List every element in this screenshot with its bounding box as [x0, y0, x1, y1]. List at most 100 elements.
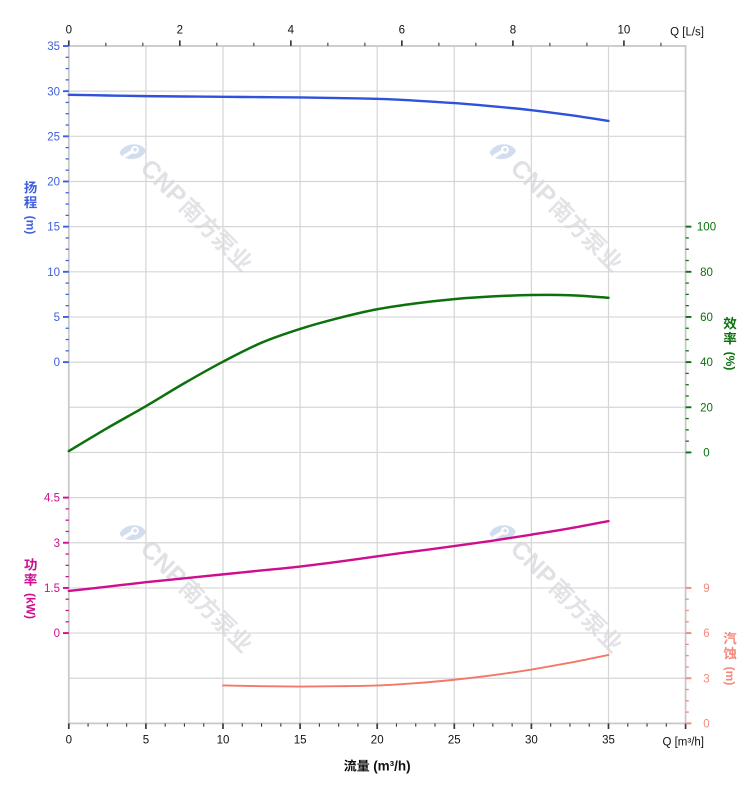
- cnp-logo-swirl: [503, 528, 507, 533]
- x-axis-tick-label: 8: [510, 25, 516, 37]
- npsh-axis-title: (m): [723, 631, 737, 686]
- efficiency-axis: 100 80 60 40 20 0 (%): [685, 222, 737, 460]
- watermark-brand-cn: [226, 248, 252, 274]
- head-axis-title-cn: [24, 195, 37, 209]
- watermark-brand-cn: [596, 629, 622, 655]
- cnp-logo-icon: [489, 525, 516, 541]
- head-tick-label: 5: [54, 312, 60, 324]
- head-tick-label: 10: [47, 267, 60, 279]
- power-axis-title: (kW): [24, 558, 38, 619]
- x-axis-tick-label: 10: [217, 735, 230, 747]
- watermark-brand-cn: [177, 196, 206, 224]
- x-axis-tick-label: 20: [371, 735, 384, 747]
- efficiency-curve: [67, 293, 610, 453]
- cnp-logo-swirl: [122, 530, 135, 539]
- efficiency-tick-label: 60: [700, 312, 713, 324]
- efficiency-axis-title-cn: [723, 331, 737, 345]
- watermark: CNP: [489, 144, 622, 274]
- npsh-tick-label: 9: [703, 583, 709, 595]
- npsh-axis: 9 6 3 0 (m): [685, 583, 737, 731]
- npsh-tick-label: 3: [703, 673, 709, 685]
- gridlines: [68, 46, 686, 724]
- power-axis: 4.5 3 1.5 0 (kW): [24, 493, 69, 640]
- cnp-logo-swirl: [492, 149, 505, 158]
- power-tick-label: 1.5: [44, 583, 60, 595]
- npsh-axis-title-unit: (m): [723, 667, 737, 686]
- efficiency-axis-title: (%): [723, 316, 737, 371]
- x-axis-tick-label: 4: [288, 25, 295, 37]
- x-axis-title-cn: [344, 759, 357, 772]
- npsh-tick-label: 0: [703, 719, 709, 731]
- x-axis-title-cn: [357, 759, 370, 772]
- x-axis-tick-label: 15: [294, 735, 307, 747]
- watermark: CNP: [489, 525, 622, 655]
- x-axis-tick-label: 0: [66, 735, 72, 747]
- head-tick-label: 20: [47, 177, 60, 189]
- power-axis-title-cn: [24, 573, 37, 586]
- efficiency-tick-label: 40: [700, 357, 713, 369]
- watermark-brand-cn: [226, 629, 252, 655]
- watermark-brand-cn: [210, 228, 239, 256]
- watermark-brand-cn: [547, 577, 576, 605]
- head-axis-title: (m): [24, 180, 38, 235]
- x-axis-tick-label: 2: [177, 25, 183, 37]
- x-axis-tick-label: 6: [399, 25, 405, 37]
- x-axis-bottom: 0 5 10 15 20 25 30 35 Q [m³/h] (m³/h): [66, 723, 704, 774]
- cnp-logo-swirl: [503, 147, 507, 152]
- watermark-brand-cn: [580, 609, 609, 637]
- x-axis-title: (m³/h): [344, 759, 411, 774]
- head-axis-title-unit: (m): [24, 216, 38, 235]
- cnp-logo-icon: [489, 144, 516, 160]
- head-axis-title-cn: [24, 180, 37, 194]
- watermark-brand-cn: [210, 609, 239, 637]
- npsh-tick-label: 6: [703, 628, 709, 640]
- head-tick-label: 0: [54, 357, 60, 369]
- cnp-logo-swirl: [492, 530, 505, 539]
- power-curve: [67, 519, 610, 593]
- cnp-logo-swirl: [133, 147, 137, 152]
- head-tick-label: 35: [47, 41, 60, 53]
- head-tick-label: 30: [47, 86, 60, 98]
- cnp-logo-icon: [119, 144, 146, 160]
- efficiency-axis-title-unit: (%): [723, 352, 737, 371]
- cnp-logo-swirl: [133, 528, 137, 533]
- watermark-brand-cn: [177, 577, 206, 605]
- x-axis-tick-label: 0: [66, 25, 72, 37]
- watermark: CNP: [119, 525, 252, 655]
- npsh-curve: [222, 653, 610, 688]
- x-axis-tick-label: 10: [618, 25, 631, 37]
- watermark-brand-cn: [547, 196, 576, 224]
- cnp-logo-swirl: [122, 149, 135, 158]
- watermark-brand-text: CNP: [505, 155, 561, 211]
- power-axis-title-cn: [24, 558, 37, 571]
- x-axis-unit-label: Q [L/s]: [670, 27, 704, 39]
- watermark-brand-cn: [194, 594, 221, 619]
- power-axis-title-unit: (kW): [24, 593, 38, 619]
- watermark-brand-cn: [564, 213, 591, 238]
- x-axis-tick-label: 30: [525, 735, 538, 747]
- efficiency-tick-label: 100: [697, 222, 716, 234]
- watermark: CNP: [119, 144, 252, 274]
- watermark-brand-cn: [194, 213, 221, 238]
- npsh-axis-title-cn: [723, 631, 737, 645]
- power-tick-label: 4.5: [44, 493, 60, 505]
- head-axis: 35 30 25 20 15 10 5 0 (m): [24, 41, 69, 369]
- watermark-brand-text: CNP: [135, 155, 191, 211]
- power-tick-label: 3: [54, 538, 60, 550]
- power-tick-label: 0: [54, 628, 60, 640]
- x-axis-tick-label: 5: [143, 735, 149, 747]
- efficiency-tick-label: 20: [700, 402, 713, 414]
- watermark-brand-text: CNP: [505, 536, 561, 592]
- head-tick-label: 25: [47, 131, 60, 143]
- watermark-brand-cn: [564, 594, 591, 619]
- efficiency-axis-title-cn: [723, 316, 737, 330]
- cnp-logo-icon: [119, 525, 146, 541]
- x-axis-tick-label: 35: [602, 735, 615, 747]
- x-axis-title-unit: (m³/h): [373, 759, 411, 774]
- watermark-brand-cn: [580, 228, 609, 256]
- npsh-axis-title-cn: [723, 646, 737, 660]
- head-tick-label: 15: [47, 222, 60, 234]
- head-curve: [67, 93, 610, 123]
